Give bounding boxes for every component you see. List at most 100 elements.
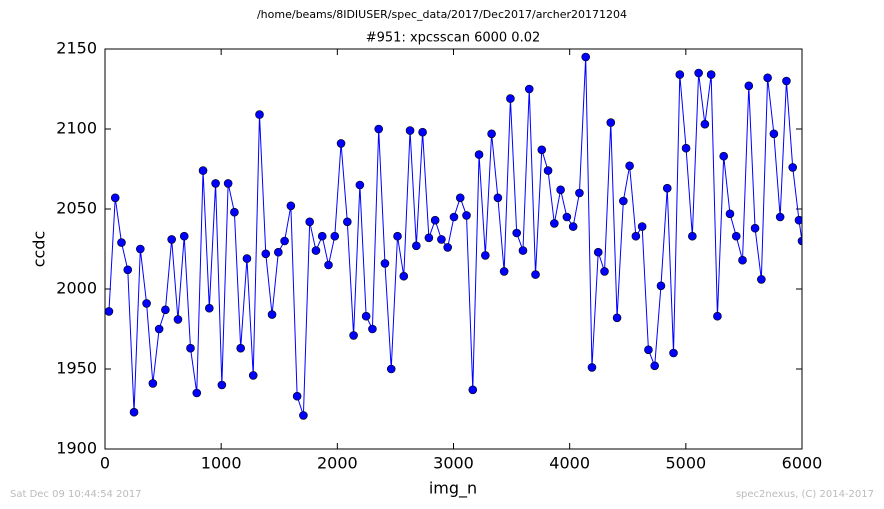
data-point	[675, 70, 685, 79]
chart-title: #951: xpcsscan 6000 0.02	[366, 31, 541, 46]
x-tick-label: 2000	[317, 454, 358, 473]
data-point	[311, 246, 321, 255]
data-point	[198, 166, 208, 175]
data-point	[600, 267, 609, 276]
data-point	[405, 126, 415, 135]
data-point	[788, 163, 798, 172]
data-point	[455, 193, 465, 203]
data-point	[355, 180, 365, 190]
data-point	[487, 129, 496, 139]
y-tick-label: 2050	[56, 199, 97, 218]
data-point	[794, 215, 802, 225]
data-point	[757, 275, 766, 284]
data-point	[537, 145, 547, 155]
data-point	[380, 259, 390, 268]
data-point	[110, 193, 120, 203]
x-tick-label: 3000	[433, 454, 474, 473]
data-point	[343, 217, 352, 227]
data-point	[499, 267, 509, 276]
data-point	[531, 270, 540, 279]
data-point	[280, 236, 289, 246]
data-point	[719, 151, 729, 161]
data-point	[430, 215, 440, 225]
data-point	[443, 243, 452, 252]
suptitle: /home/beams/8IDIUSER/spec_data/2017/Dec2…	[257, 8, 627, 21]
data-point	[361, 311, 371, 321]
data-point	[644, 345, 653, 355]
data-point	[248, 371, 258, 380]
data-point	[299, 411, 308, 420]
data-point	[449, 212, 459, 222]
data-point	[186, 343, 195, 353]
data-point	[493, 193, 503, 203]
x-tick-label: 6000	[782, 454, 823, 473]
data-point	[524, 84, 534, 94]
data-point	[575, 188, 584, 198]
data-point	[593, 247, 603, 257]
data-point	[750, 223, 760, 233]
data-point	[631, 231, 641, 241]
y-tick-label: 1900	[56, 439, 97, 458]
data-point	[669, 348, 678, 358]
data-point	[650, 361, 660, 371]
data-point	[587, 363, 597, 372]
plot-frame	[104, 48, 803, 450]
data-point	[230, 207, 239, 217]
data-point	[775, 212, 785, 222]
data-point	[167, 235, 176, 244]
data-point	[179, 231, 189, 241]
x-tick-label: 5000	[665, 454, 706, 473]
data-point	[142, 299, 151, 308]
data-point	[512, 228, 521, 238]
x-tick-label: 1000	[201, 454, 242, 473]
data-point	[518, 246, 528, 255]
data-point	[393, 231, 402, 241]
y-tick-label: 2000	[56, 279, 97, 298]
data-point	[506, 94, 515, 103]
x-tick-label: 0	[100, 454, 110, 473]
data-point	[117, 238, 126, 247]
data-point	[481, 251, 490, 260]
data-point	[763, 73, 772, 83]
data-point	[462, 211, 471, 220]
data-point	[349, 331, 358, 340]
data-point	[700, 119, 710, 129]
data-point	[129, 407, 139, 417]
data-point	[205, 303, 214, 313]
y-tick-label: 2150	[56, 39, 97, 58]
data-point	[619, 196, 628, 206]
data-point	[267, 310, 277, 319]
data-point	[418, 127, 427, 137]
data-point	[223, 179, 233, 188]
data-point	[211, 179, 220, 188]
data-point	[105, 307, 114, 316]
data-point	[744, 81, 754, 91]
data-point	[261, 249, 271, 259]
data-point	[769, 129, 779, 139]
data-point	[474, 150, 484, 159]
data-point	[468, 385, 478, 395]
data-point	[694, 68, 703, 78]
y-tick-label: 2100	[56, 119, 97, 138]
data-point	[255, 110, 264, 119]
data-point	[556, 185, 565, 195]
data-point	[656, 281, 666, 291]
data-point	[625, 161, 634, 171]
data-point	[236, 343, 245, 353]
data-point	[374, 124, 383, 134]
data-point	[368, 324, 377, 334]
x-axis-label: img_n	[429, 479, 477, 499]
data-point	[562, 212, 572, 222]
data-point	[161, 305, 170, 315]
data-point	[330, 231, 340, 241]
data-point	[568, 222, 578, 231]
x-tick-label: 4000	[549, 454, 590, 473]
data-point	[274, 247, 283, 257]
y-tick-label: 1950	[56, 359, 97, 378]
data-point	[437, 235, 446, 244]
data-point	[713, 311, 722, 321]
data-point	[681, 143, 691, 153]
data-point	[336, 139, 346, 148]
footer-left: Sat Dec 09 10:44:54 2017	[10, 489, 142, 500]
data-point	[286, 201, 296, 211]
